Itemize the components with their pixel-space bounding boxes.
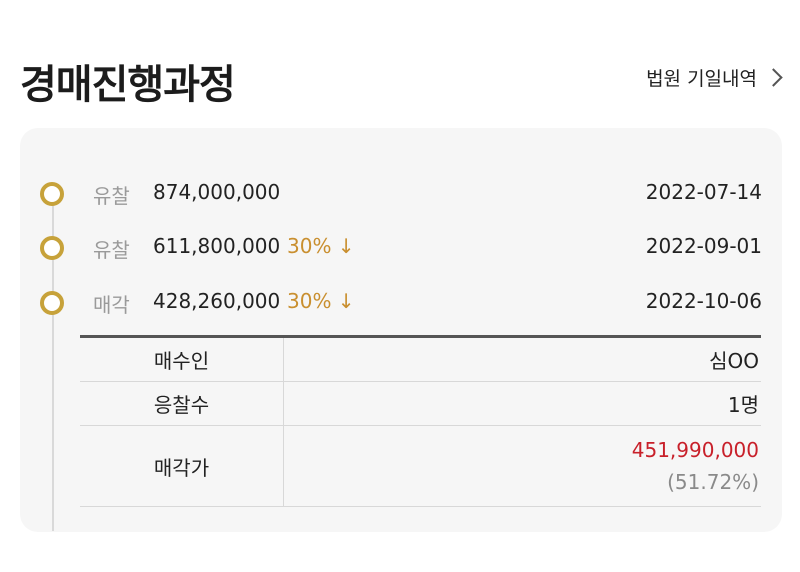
sale-price-label: 매각가 — [80, 425, 284, 507]
sale-price-cell: 451,990,000 (51.72%) — [283, 425, 761, 507]
timeline-status: 유찰 — [93, 184, 130, 208]
timeline-amount: 428,260,000 — [153, 289, 281, 313]
timeline-item: 유찰 611,800,000 30% ↓ 2022-09-01 — [20, 228, 782, 268]
bidders-value: 1명 — [283, 381, 761, 426]
timeline-date: 2022-09-01 — [645, 234, 762, 258]
table-row: 응찰수 1명 — [80, 381, 761, 426]
timeline-date: 2022-10-06 — [645, 289, 762, 313]
bidders-label: 응찰수 — [80, 381, 284, 426]
sale-price-ratio: (51.72%) — [667, 470, 759, 494]
timeline-amount: 874,000,000 — [153, 180, 281, 204]
court-schedule-label: 법원 기일내역 — [646, 68, 757, 90]
timeline-rate: 30% ↓ — [287, 289, 355, 313]
buyer-label: 매수인 — [80, 336, 284, 382]
chevron-right-icon — [764, 68, 783, 87]
buyer-value: 심OO — [283, 336, 761, 382]
table-row: 매수인 심OO — [80, 336, 761, 382]
timeline-dot-icon — [40, 182, 64, 206]
timeline-dot-icon — [40, 236, 64, 260]
sale-price-value: 451,990,000 — [631, 438, 759, 462]
timeline-item: 매각 428,260,000 30% ↓ 2022-10-06 — [20, 283, 782, 323]
auction-progress-card: 유찰 874,000,000 2022-07-14 유찰 611,800,000… — [20, 128, 782, 532]
timeline-line — [52, 191, 54, 531]
table-row: 매각가 451,990,000 (51.72%) — [80, 425, 761, 507]
timeline-dot-icon — [40, 291, 64, 315]
page-title: 경매진행과정 — [20, 62, 236, 108]
timeline-amount: 611,800,000 — [153, 234, 281, 258]
timeline-rate: 30% ↓ — [287, 234, 355, 258]
court-schedule-link[interactable]: 법원 기일내역 — [646, 64, 783, 91]
timeline-date: 2022-07-14 — [645, 180, 762, 204]
sale-result-table: 매수인 심OO 응찰수 1명 매각가 451,990,000 (51.72%) — [80, 335, 761, 507]
timeline-status: 매각 — [93, 293, 130, 317]
timeline-item: 유찰 874,000,000 2022-07-14 — [20, 174, 782, 214]
timeline-status: 유찰 — [93, 238, 130, 262]
